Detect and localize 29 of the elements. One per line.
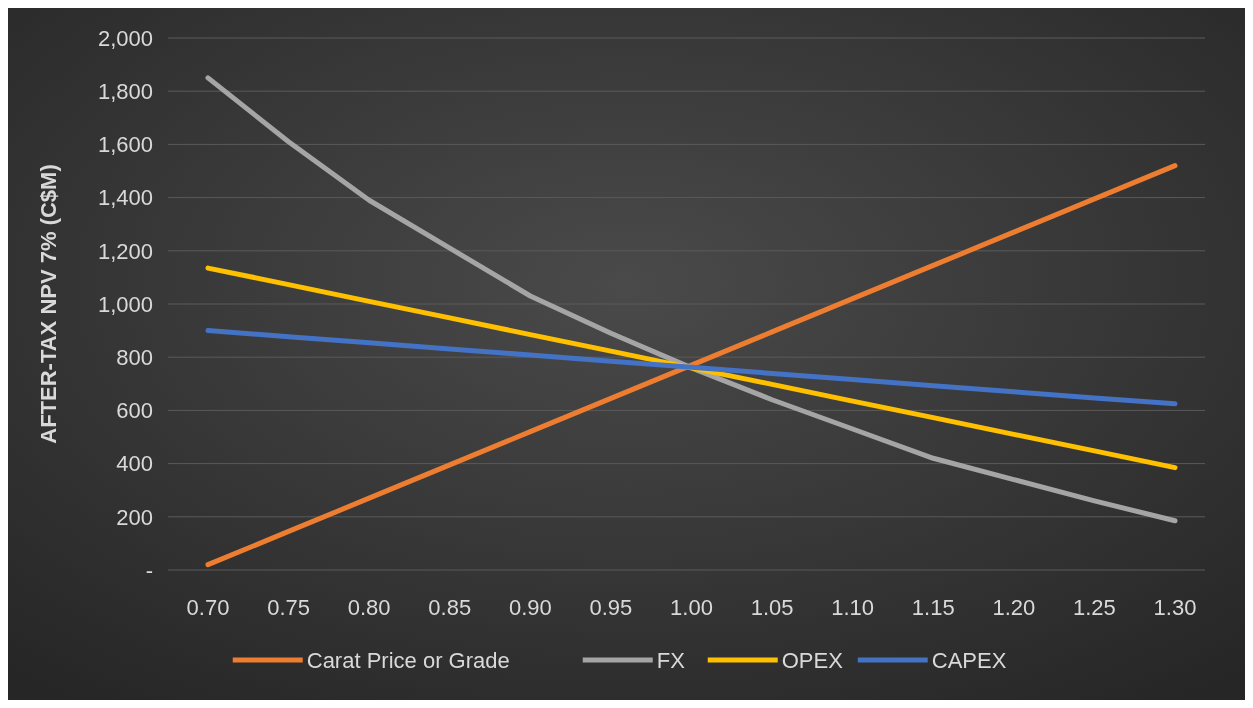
x-tick-label: 0.85 (428, 595, 472, 620)
x-tick-label: 1.10 (831, 595, 875, 620)
x-tick-label: 0.75 (267, 595, 310, 620)
y-axis-title: AFTER-TAX NPV 7% (C$M) (36, 164, 61, 444)
y-tick-label: 200 (116, 504, 153, 530)
legend-label: OPEX (781, 647, 844, 673)
y-tick-label: 800 (116, 344, 153, 370)
legend-label: CAPEX (931, 647, 1007, 673)
x-tick-label: 1.00 (670, 595, 713, 620)
x-tick-label: 0.70 (186, 595, 230, 620)
legend-label: FX (656, 647, 686, 673)
x-tick-label: 0.80 (347, 595, 391, 620)
y-tick-label: 1,800 (97, 78, 153, 104)
y-tick-label: 400 (116, 451, 153, 477)
y-tick-label: 1,000 (97, 291, 153, 317)
x-tick-label: 0.95 (589, 595, 633, 620)
x-tick-label: 1.15 (911, 595, 955, 620)
x-tick-label: 0.90 (508, 595, 552, 620)
y-tick-label: 600 (116, 398, 153, 424)
y-tick-label: 2,000 (97, 25, 153, 51)
y-tick-label: - (145, 557, 153, 583)
legend-label: Carat Price or Grade (306, 647, 510, 673)
x-tick-label: 1.20 (992, 595, 1036, 620)
x-tick-label: 1.30 (1153, 595, 1197, 620)
y-tick-label: 1,400 (97, 185, 153, 211)
x-tick-label: 1.25 (1073, 595, 1116, 620)
y-tick-label: 1,200 (97, 238, 153, 264)
x-tick-label: 1.05 (750, 595, 794, 620)
y-tick-label: 1,600 (97, 132, 153, 158)
